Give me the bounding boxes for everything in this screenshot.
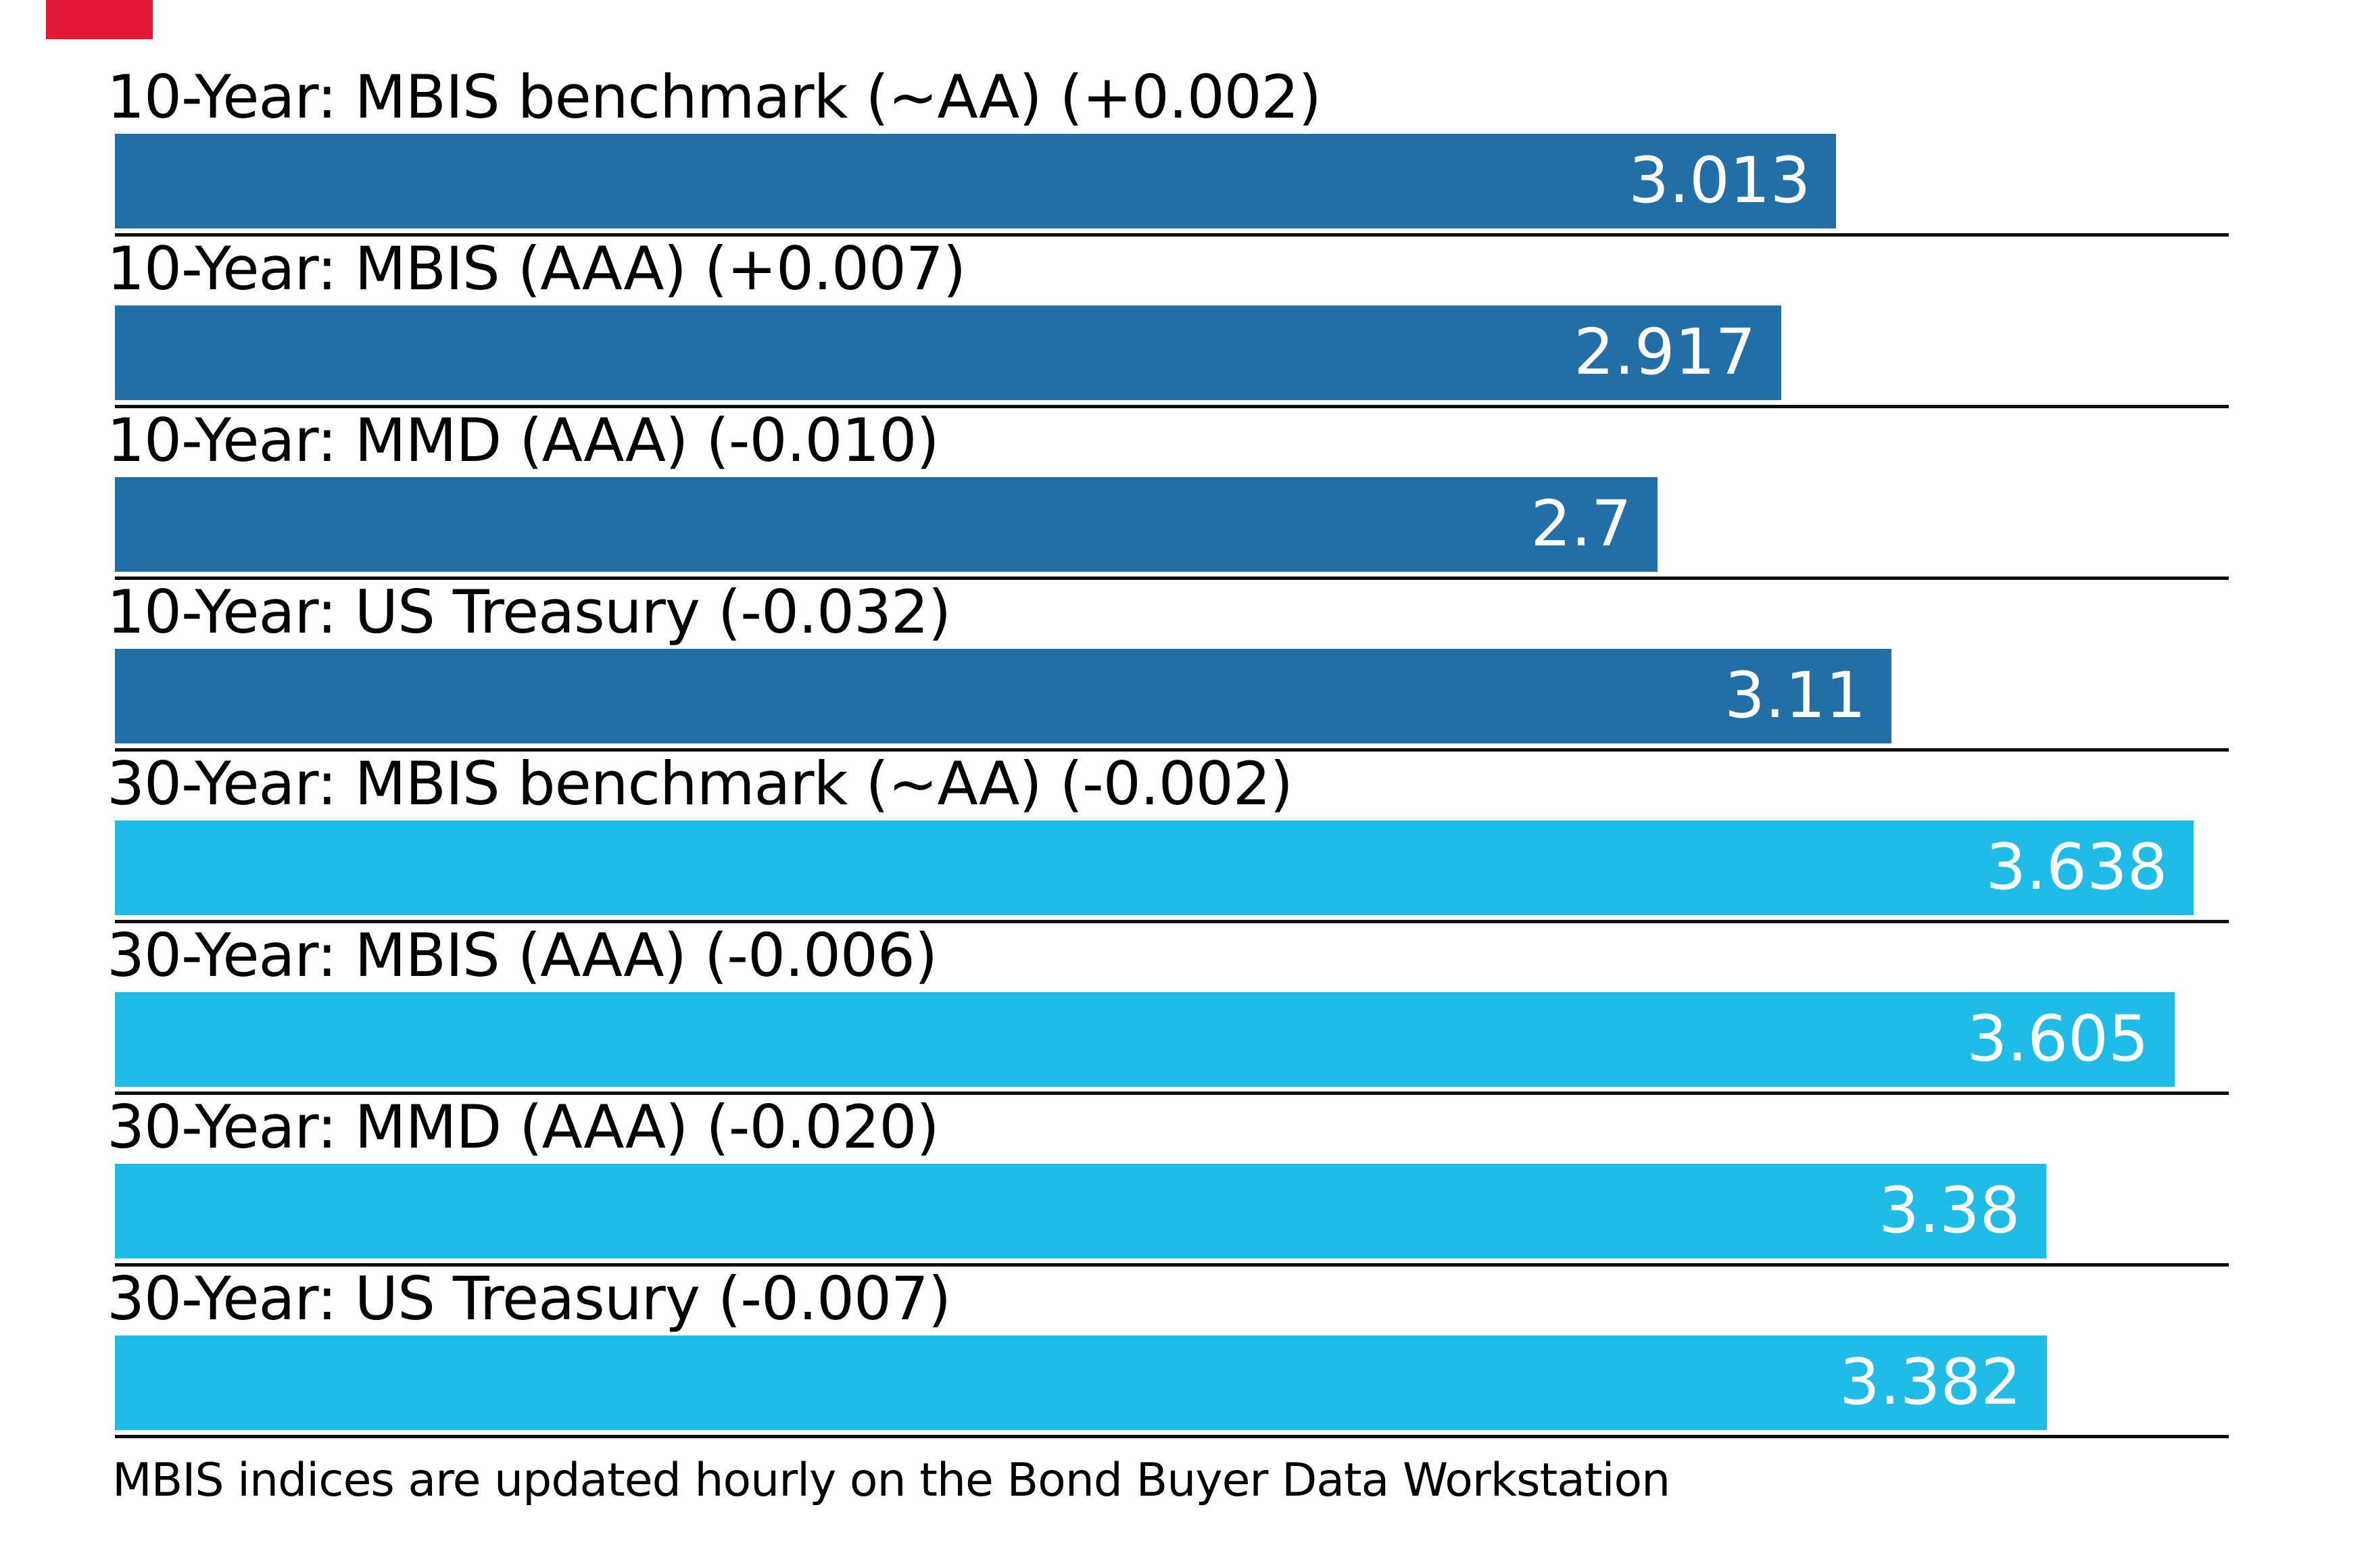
- bar: 3.638: [115, 820, 2194, 915]
- bar-rows: 10-Year: MBIS benchmark (~AA) (+0.002) 3…: [107, 65, 2229, 1438]
- bar-value-label: 3.382: [1839, 1346, 2022, 1419]
- bar-value-label: 2.917: [1574, 316, 1756, 389]
- bar: 3.605: [115, 992, 2175, 1087]
- bar-value-label: 3.38: [1879, 1174, 2021, 1248]
- bar: 3.11: [115, 649, 1892, 743]
- bar-row: 30-Year: MBIS benchmark (~AA) (-0.002) 3…: [107, 752, 2229, 923]
- bar-track: 3.638: [115, 820, 2229, 915]
- axis-line: [115, 577, 2229, 580]
- bar-row: 10-Year: MBIS benchmark (~AA) (+0.002) 3…: [107, 65, 2229, 237]
- bar: 2.7: [115, 477, 1658, 572]
- bar-row: 30-Year: US Treasury (-0.007) 3.382: [107, 1267, 2229, 1438]
- bar-track: 3.605: [115, 992, 2229, 1087]
- axis-line: [115, 233, 2229, 237]
- bar-category-label: 10-Year: MMD (AAA) (-0.010): [107, 406, 940, 475]
- axis-line: [115, 1435, 2229, 1438]
- bar-row: 10-Year: MMD (AAA) (-0.010) 2.7: [107, 408, 2229, 580]
- axis-line: [115, 1092, 2229, 1095]
- bar: 3.38: [115, 1164, 2046, 1258]
- bar-track: 3.38: [115, 1164, 2229, 1258]
- bar-category-label: 10-Year: MBIS benchmark (~AA) (+0.002): [107, 62, 1322, 132]
- bar-row: 30-Year: MMD (AAA) (-0.020) 3.38: [107, 1095, 2229, 1267]
- bar-track: 2.7: [115, 477, 2229, 572]
- bar-category-label: 30-Year: MBIS benchmark (~AA) (-0.002): [107, 749, 1293, 818]
- bar: 3.013: [115, 134, 1837, 228]
- bar-row: 30-Year: MBIS (AAA) (-0.006) 3.605: [107, 923, 2229, 1095]
- bar-value-label: 3.605: [1966, 1002, 2149, 1076]
- brand-red-block: [46, 0, 153, 39]
- bar-track: 3.11: [115, 649, 2229, 743]
- bar-track: 3.013: [115, 134, 2229, 228]
- bar-chart: 10-Year: MBIS benchmark (~AA) (+0.002) 3…: [107, 65, 2229, 1509]
- bar-row: 10-Year: MBIS (AAA) (+0.007) 2.917: [107, 237, 2229, 408]
- axis-line: [115, 920, 2229, 923]
- bar: 2.917: [115, 305, 1782, 400]
- bar-row: 10-Year: US Treasury (-0.032) 3.11: [107, 580, 2229, 752]
- bar: 3.382: [115, 1336, 2048, 1430]
- bar-category-label: 30-Year: MMD (AAA) (-0.020): [107, 1092, 940, 1162]
- axis-line: [115, 1263, 2229, 1267]
- bar-category-label: 30-Year: US Treasury (-0.007): [107, 1264, 951, 1333]
- bar-value-label: 3.013: [1628, 144, 1811, 218]
- bar-value-label: 2.7: [1530, 487, 1632, 561]
- bar-category-label: 30-Year: MBIS (AAA) (-0.006): [107, 921, 938, 990]
- chart-footnote: MBIS indices are updated hourly on the B…: [112, 1454, 1670, 1507]
- bar-category-label: 10-Year: MBIS (AAA) (+0.007): [107, 234, 966, 303]
- bar-value-label: 3.11: [1724, 659, 1866, 733]
- bar-track: 3.382: [115, 1336, 2229, 1430]
- axis-line: [115, 405, 2229, 408]
- bar-category-label: 10-Year: US Treasury (-0.032): [107, 577, 951, 647]
- axis-line: [115, 748, 2229, 752]
- bar-track: 2.917: [115, 305, 2229, 400]
- bar-value-label: 3.638: [1985, 831, 2168, 904]
